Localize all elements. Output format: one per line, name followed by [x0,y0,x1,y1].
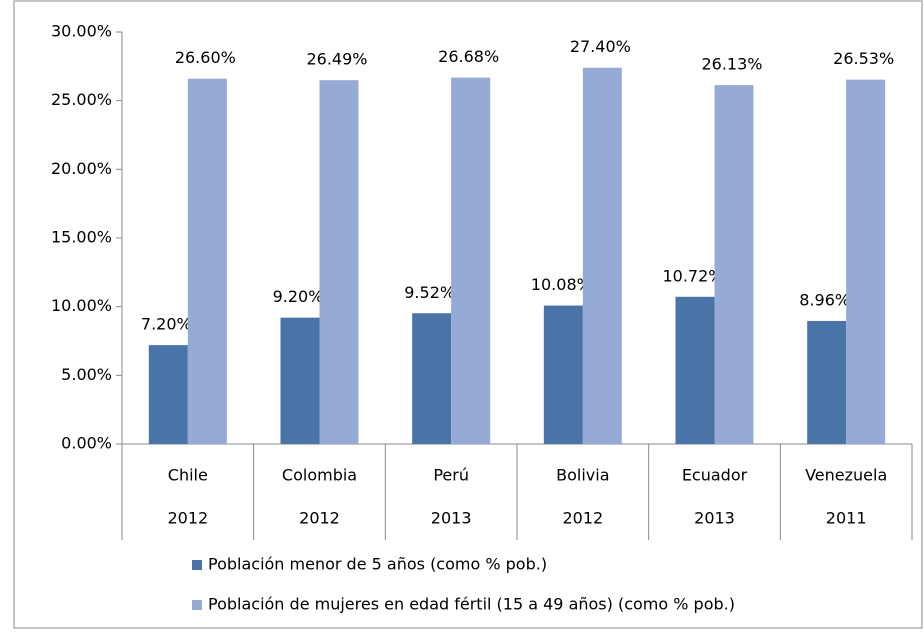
data-label: 26.53% [833,49,894,68]
bar [451,77,491,444]
bar [846,79,886,444]
bar [675,296,715,444]
x-tick-label: Ecuador [682,466,748,485]
bar [280,317,320,444]
data-label: 9.20% [273,287,324,306]
data-label: 27.40% [570,37,631,56]
x-tick-label: Bolivia [556,466,609,485]
x-tick-year: 2012 [562,509,603,528]
legend-swatch [192,600,202,610]
y-tick-label: 25.00% [51,90,112,109]
data-label: 7.20% [141,315,192,334]
data-label: 8.96% [799,290,850,309]
data-label: 9.52% [404,283,455,302]
legend-label: Población de mujeres en edad fértil (15 … [208,595,735,614]
bar [543,305,583,444]
data-label: 26.49% [306,50,367,69]
x-tick-label: Chile [168,466,208,485]
data-label: 10.08% [531,275,592,294]
x-tick-label: Colombia [282,466,357,485]
data-label: 26.60% [175,48,236,67]
x-tick-year: 2011 [826,509,867,528]
y-tick-label: 30.00% [51,22,112,41]
bar [148,345,188,444]
x-tick-year: 2012 [167,509,208,528]
x-tick-label: Perú [433,466,469,485]
bar [582,67,622,444]
data-label: 26.13% [701,55,762,74]
x-tick-year: 2012 [299,509,340,528]
y-tick-label: 5.00% [61,365,112,384]
bar [187,78,227,445]
y-tick-label: 15.00% [51,228,112,247]
y-tick-label: 20.00% [51,159,112,178]
data-label: 26.68% [438,47,499,66]
bar [412,313,452,444]
chart-border [13,0,923,629]
x-tick-label: Venezuela [805,466,887,485]
bar [807,320,847,444]
bar [714,85,754,444]
x-tick-year: 2013 [431,509,472,528]
data-label: 10.72% [662,266,723,285]
legend-label: Población menor de 5 años (como % pob.) [208,555,547,574]
bar [319,80,359,444]
y-tick-label: 10.00% [51,296,112,315]
y-tick-label: 0.00% [61,434,112,453]
x-tick-year: 2013 [694,509,735,528]
legend-swatch [192,560,202,570]
